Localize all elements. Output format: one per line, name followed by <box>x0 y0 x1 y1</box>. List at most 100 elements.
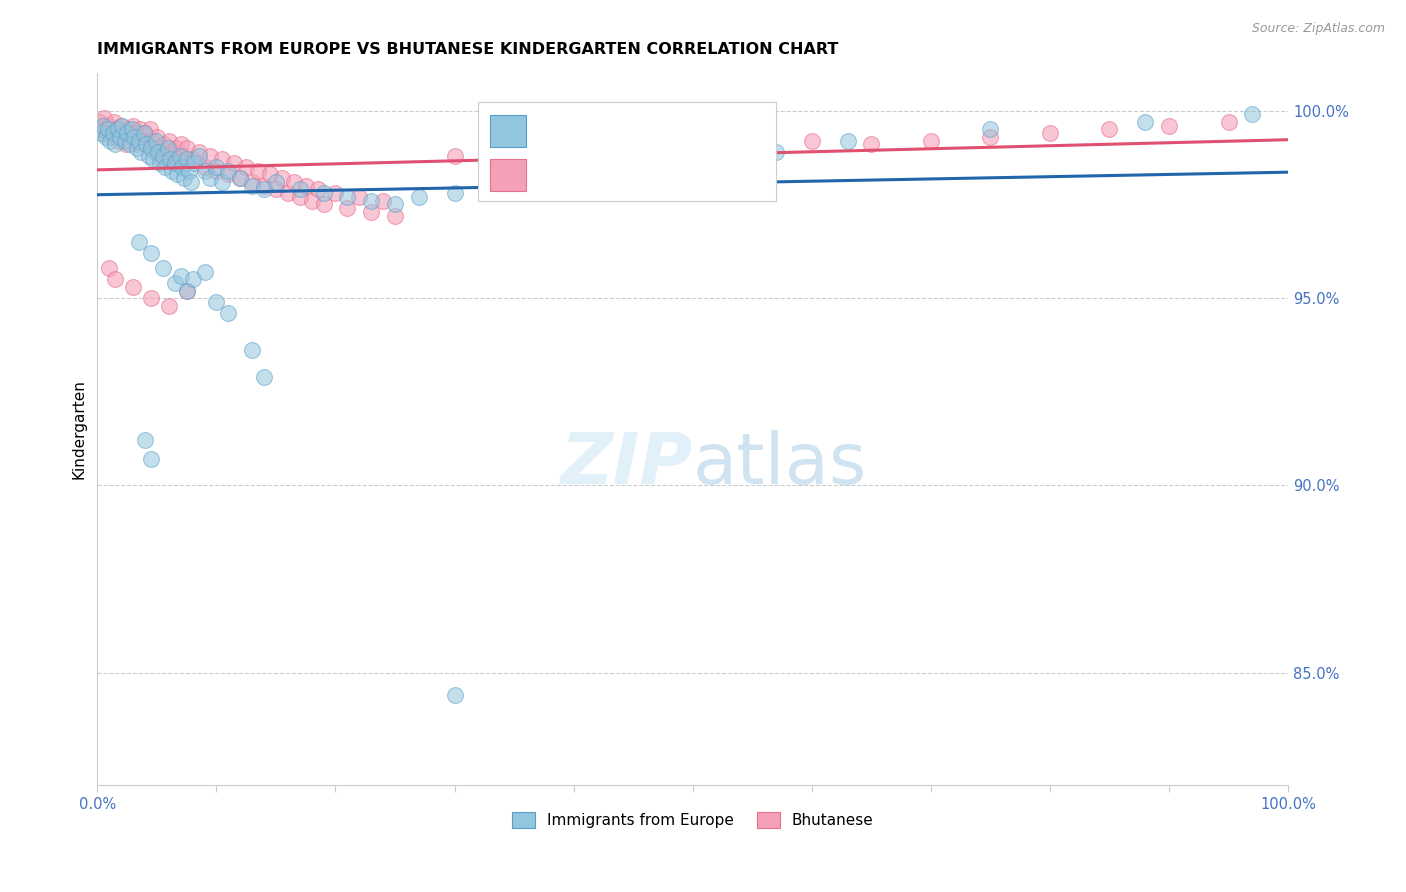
Point <box>200 148 222 162</box>
Point <box>155 148 177 162</box>
Point <box>111 119 134 133</box>
Point <box>138 148 160 162</box>
Point <box>149 156 172 170</box>
Point <box>166 167 188 181</box>
Point <box>443 688 465 702</box>
Point <box>107 122 129 136</box>
Point <box>120 129 142 144</box>
Point <box>1241 107 1264 121</box>
Point <box>235 160 257 174</box>
Point <box>205 294 228 309</box>
Point <box>172 148 194 162</box>
Point <box>100 134 122 148</box>
Point <box>98 260 121 275</box>
Point <box>162 156 184 170</box>
Point <box>187 148 209 162</box>
Point <box>146 145 169 159</box>
Point <box>139 141 162 155</box>
Y-axis label: Kindergarten: Kindergarten <box>72 379 86 479</box>
Point <box>134 434 156 448</box>
Point <box>122 279 145 293</box>
Point <box>682 137 704 152</box>
Point <box>562 141 585 155</box>
Point <box>205 160 228 174</box>
Point <box>979 122 1001 136</box>
Point <box>217 167 239 181</box>
Point <box>148 141 170 155</box>
Point <box>135 137 157 152</box>
Point <box>128 235 150 249</box>
Point <box>91 122 114 136</box>
Point <box>682 141 704 155</box>
Point <box>139 122 162 136</box>
Point <box>131 134 153 148</box>
Point <box>741 141 763 155</box>
Point <box>1135 115 1157 129</box>
Point <box>89 115 111 129</box>
Point <box>765 145 787 159</box>
Text: ZIP: ZIP <box>561 430 693 500</box>
Point <box>336 190 359 204</box>
Point <box>200 171 222 186</box>
Point <box>283 175 305 189</box>
Point <box>173 171 195 186</box>
Point <box>128 134 150 148</box>
Point <box>139 452 162 467</box>
Point <box>165 141 187 155</box>
Point <box>1039 126 1062 140</box>
Point <box>103 115 125 129</box>
Point <box>152 148 174 162</box>
Point <box>181 272 204 286</box>
Point <box>443 148 465 162</box>
Point <box>183 156 205 170</box>
Point <box>240 175 263 189</box>
Point <box>503 145 526 159</box>
Point <box>134 126 156 140</box>
Point <box>307 182 329 196</box>
Point <box>360 194 382 208</box>
Point <box>96 126 118 140</box>
Legend: Immigrants from Europe, Bhutanese: Immigrants from Europe, Bhutanese <box>506 806 880 834</box>
Point <box>122 119 145 133</box>
Point <box>98 119 121 133</box>
Point <box>108 129 131 144</box>
Point <box>211 175 233 189</box>
Point <box>288 182 311 196</box>
Point <box>118 137 141 152</box>
Text: Source: ZipAtlas.com: Source: ZipAtlas.com <box>1251 22 1385 36</box>
Point <box>1218 115 1240 129</box>
Point <box>145 134 167 148</box>
Point <box>143 145 166 159</box>
Point <box>979 129 1001 144</box>
Point <box>264 182 287 196</box>
Point <box>115 137 138 152</box>
Point <box>162 163 184 178</box>
Point <box>153 137 176 152</box>
Point <box>97 122 120 136</box>
Point <box>170 268 193 283</box>
Point <box>100 129 122 144</box>
Point <box>93 111 115 125</box>
Point <box>217 163 239 178</box>
Point <box>360 204 382 219</box>
Point <box>155 160 177 174</box>
Point <box>132 126 155 140</box>
Point <box>105 122 128 136</box>
Text: atlas: atlas <box>693 430 868 500</box>
Point <box>146 129 169 144</box>
Point <box>101 126 124 140</box>
Point <box>94 129 117 144</box>
Point <box>384 197 406 211</box>
Point <box>157 134 180 148</box>
Point <box>224 156 246 170</box>
Point <box>193 163 215 178</box>
Point <box>117 122 139 136</box>
Point <box>229 171 252 186</box>
Point <box>115 126 138 140</box>
Point <box>205 163 228 178</box>
Point <box>163 276 186 290</box>
Point <box>259 167 281 181</box>
Point <box>253 182 276 196</box>
Point <box>127 137 149 152</box>
Point <box>301 194 323 208</box>
